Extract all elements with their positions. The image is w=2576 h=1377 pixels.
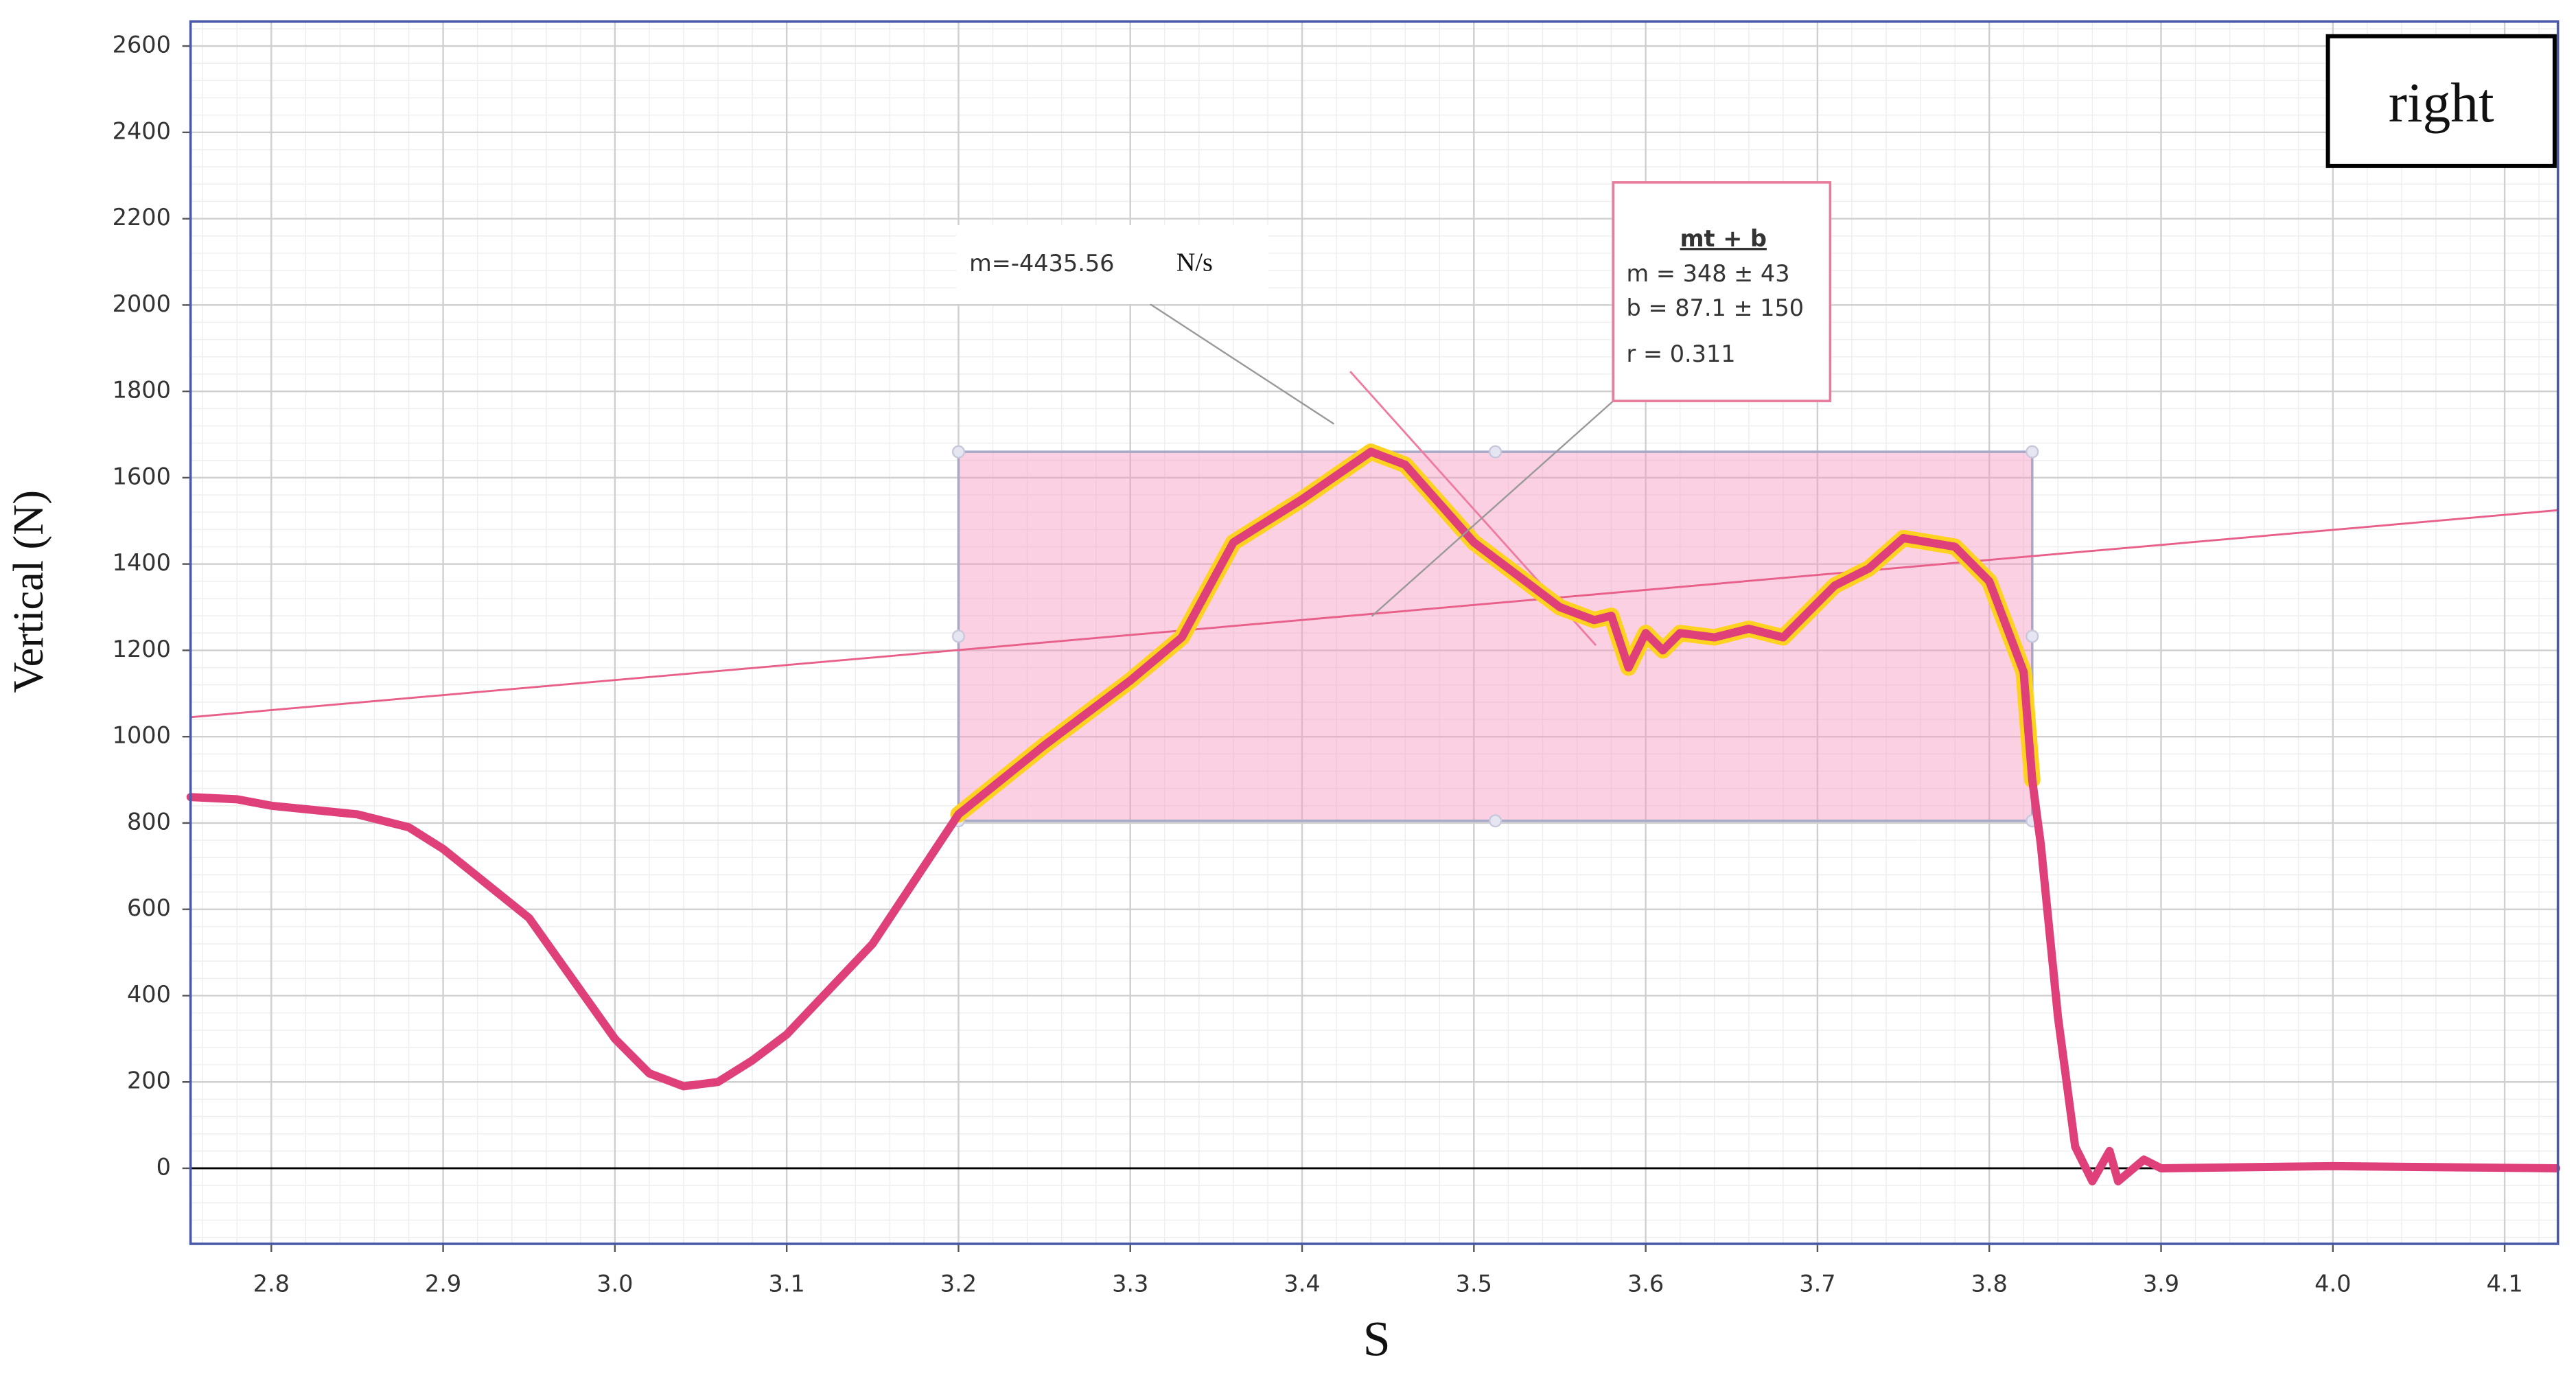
selection-region <box>957 450 2034 822</box>
fit-m-error: 43 <box>1761 259 1790 286</box>
y-tick-label: 1600 <box>113 463 171 489</box>
leader-line <box>1149 303 1335 425</box>
grid <box>182 21 2558 1252</box>
y-tick-label: 1200 <box>113 636 171 662</box>
legend-box <box>2325 34 2557 168</box>
x-tick-label: 3.9 <box>2143 1270 2179 1297</box>
fit-title: mt + b <box>1680 225 1767 252</box>
x-tick-label: 3.1 <box>769 1270 805 1297</box>
leader-line <box>1371 400 1614 617</box>
x-axis-label: S <box>1363 1311 1391 1366</box>
x-tick-label: 2.9 <box>425 1270 461 1297</box>
y-tick-label: 1400 <box>113 549 171 576</box>
y-tick-label: 2600 <box>113 32 171 58</box>
y-axis-label: Vertical (N) <box>5 490 52 693</box>
fit-m-value: 348 <box>1683 259 1727 286</box>
x-tick-label: 3.4 <box>1284 1270 1320 1297</box>
selection-handle <box>2026 629 2039 643</box>
x-tick-label: 4.0 <box>2314 1270 2351 1297</box>
y-tick-label: 1800 <box>113 377 171 404</box>
y-tick-label: 2200 <box>113 204 171 231</box>
x-tick-label: 4.1 <box>2486 1270 2522 1297</box>
fit-b-label: b = <box>1627 294 1668 321</box>
legend-label: right <box>2389 71 2494 134</box>
y-tick-label: 0 <box>156 1153 171 1180</box>
fit-r: r = 0.311 <box>1627 340 1736 367</box>
tangent-box <box>956 225 1268 304</box>
selection-handle <box>951 629 966 643</box>
fit-r-label: r = <box>1627 340 1663 367</box>
x-tick-label: 3.7 <box>1799 1270 1835 1297</box>
tangent-unit: N/s <box>1176 248 1213 277</box>
selection-handle <box>951 445 966 459</box>
y-tick-label: 800 <box>127 808 171 835</box>
x-tick-label: 3.0 <box>596 1270 633 1297</box>
selection-handle <box>1489 814 1502 828</box>
fit-m-label: m = <box>1627 259 1675 286</box>
x-tick-label: 3.5 <box>1456 1270 1492 1297</box>
x-tick-label: 2.8 <box>253 1270 290 1297</box>
pm: ± <box>1733 294 1752 321</box>
fit-r-value: 0.311 <box>1670 340 1736 367</box>
y-tick-label: 200 <box>127 1067 171 1094</box>
x-tick-label: 3.2 <box>940 1270 977 1297</box>
x-tick-label: 3.3 <box>1112 1270 1148 1297</box>
fit-b-value: 87.1 <box>1675 294 1726 321</box>
fit-box <box>1612 181 1832 402</box>
selection-layer <box>951 445 2039 828</box>
fit-b: b = 87.1 ± 150 <box>1627 294 1805 321</box>
x-tick-label: 3.6 <box>1627 1270 1664 1297</box>
data-line <box>186 448 2561 1185</box>
tangent-label: m=-4435.56 <box>969 250 1114 277</box>
y-tick-label: 400 <box>127 981 171 1008</box>
y-tick-label: 2000 <box>113 290 171 317</box>
pm: ± <box>1734 259 1753 286</box>
y-tick-label: 2400 <box>113 117 171 144</box>
fit-b-error: 150 <box>1760 294 1804 321</box>
selection-handle <box>2026 445 2039 459</box>
fit-m: m = 348 ± 43 <box>1627 259 1790 286</box>
selection-handle <box>1489 445 1502 459</box>
y-tick-label: 1000 <box>113 722 171 749</box>
plot-frame <box>189 20 2560 1245</box>
y-tick-label: 600 <box>127 894 171 921</box>
x-tick-label: 3.8 <box>1971 1270 2008 1297</box>
